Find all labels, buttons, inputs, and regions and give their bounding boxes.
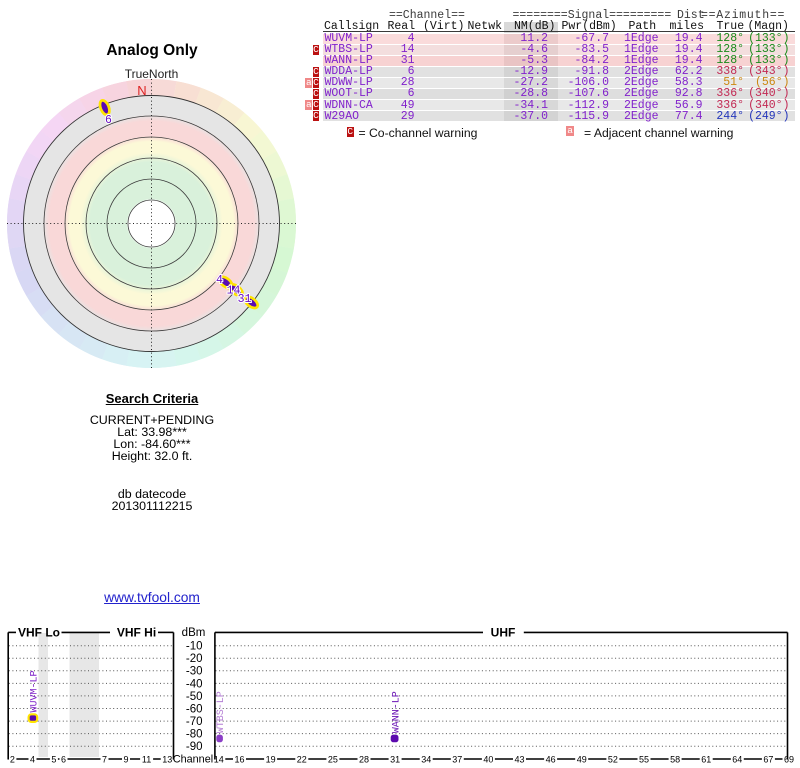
svg-text:58: 58	[670, 754, 680, 764]
svg-text:31: 31	[238, 293, 252, 306]
svg-text:64: 64	[732, 754, 742, 764]
svg-text:dBm: dBm	[182, 627, 206, 639]
svg-text:UHF: UHF	[491, 625, 516, 639]
svg-text:55: 55	[639, 754, 649, 764]
svg-text:14: 14	[227, 285, 241, 298]
svg-text:-40: -40	[186, 678, 203, 690]
svg-text:-70: -70	[186, 716, 203, 728]
svg-text:67: 67	[763, 754, 773, 764]
svg-text:7: 7	[102, 754, 107, 764]
svg-text:13: 13	[162, 754, 172, 764]
svg-text:34: 34	[421, 754, 431, 764]
svg-text:6: 6	[105, 114, 112, 127]
svg-text:-10: -10	[186, 641, 203, 653]
svg-text:VHF Hi: VHF Hi	[117, 625, 156, 639]
svg-text:16: 16	[234, 754, 244, 764]
svg-text:11: 11	[142, 754, 151, 764]
svg-text:WTBS-LP: WTBS-LP	[216, 691, 227, 733]
svg-text:49: 49	[577, 754, 587, 764]
svg-text:14: 14	[214, 754, 224, 764]
svg-text:TrueNorth: TrueNorth	[125, 67, 179, 81]
svg-text:-80: -80	[186, 729, 203, 741]
svg-text:61: 61	[701, 754, 711, 764]
svg-text:37: 37	[452, 754, 462, 764]
svg-text:WUVM-LP: WUVM-LP	[29, 670, 40, 712]
svg-text:31: 31	[390, 754, 400, 764]
svg-text:-60: -60	[186, 703, 203, 715]
svg-text:43: 43	[514, 754, 524, 764]
svg-text:52: 52	[608, 754, 618, 764]
svg-text:WANN-LP: WANN-LP	[391, 691, 402, 733]
svg-text:-20: -20	[186, 653, 203, 665]
svg-text:69: 69	[784, 754, 794, 764]
svg-text:2: 2	[10, 754, 15, 764]
svg-text:-30: -30	[186, 666, 203, 678]
svg-text:5: 5	[51, 754, 56, 764]
svg-text:4: 4	[216, 274, 223, 287]
svg-text:6: 6	[61, 754, 66, 764]
svg-text:46: 46	[546, 754, 556, 764]
svg-text:-50: -50	[186, 691, 203, 703]
svg-text:19: 19	[266, 754, 276, 764]
svg-text:40: 40	[483, 754, 493, 764]
svg-text:22: 22	[297, 754, 307, 764]
svg-text:-90: -90	[186, 741, 203, 753]
svg-text:4: 4	[30, 754, 35, 764]
svg-text:28: 28	[359, 754, 369, 764]
svg-text:VHF Lo: VHF Lo	[18, 625, 60, 639]
svg-text:Channel: Channel	[173, 754, 213, 766]
svg-text:N: N	[137, 83, 146, 98]
svg-text:25: 25	[328, 754, 338, 764]
svg-text:9: 9	[123, 754, 128, 764]
